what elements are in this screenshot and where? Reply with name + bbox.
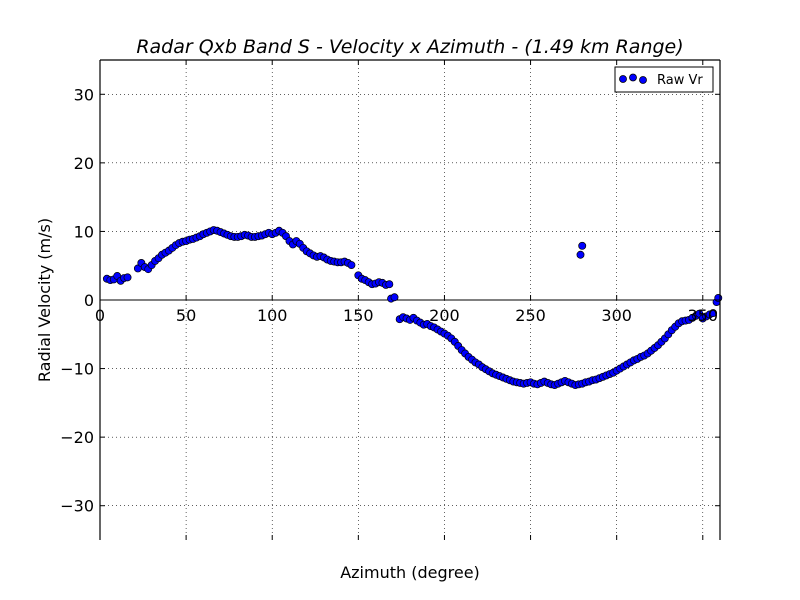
x-ticks: 0 50 100 150 200 250 300 350: [95, 60, 718, 540]
x-tick-label: 0: [95, 306, 105, 325]
x-tick-label: 100: [257, 306, 288, 325]
x-axis-label: Azimuth (degree): [340, 563, 480, 582]
data-point: [709, 309, 718, 317]
x-tick-label: 350: [688, 306, 719, 325]
y-tick-label: 0: [84, 291, 94, 310]
legend-marker: [619, 75, 627, 83]
data-point: [578, 241, 587, 250]
legend-marker: [639, 76, 647, 84]
x-tick-label: 250: [515, 306, 546, 325]
x-tick-label: 200: [429, 306, 460, 325]
x-tick-label: 50: [176, 306, 196, 325]
y-axis-label: Radial Velocity (m/s): [35, 218, 54, 382]
data-points: [102, 226, 723, 389]
data-point: [347, 261, 356, 269]
y-tick-label: 10: [74, 222, 94, 241]
data-point: [576, 250, 585, 259]
legend: Raw Vr: [614, 66, 714, 93]
y-tick-label: 20: [74, 154, 94, 173]
chart-title: Radar Qxb Band S - Velocity x Azimuth - …: [136, 36, 683, 58]
legend-marker: [629, 73, 637, 82]
x-tick-label: 300: [601, 306, 632, 325]
y-tick-label: −30: [60, 497, 94, 516]
y-tick-label: 30: [74, 85, 94, 104]
y-tick-label: −20: [60, 428, 94, 447]
x-tick-label: 150: [343, 306, 374, 325]
y-tick-label: −10: [60, 360, 94, 379]
data-point: [390, 293, 399, 302]
data-point: [385, 280, 394, 289]
legend-label: Raw Vr: [657, 73, 703, 88]
data-point: [123, 273, 132, 282]
